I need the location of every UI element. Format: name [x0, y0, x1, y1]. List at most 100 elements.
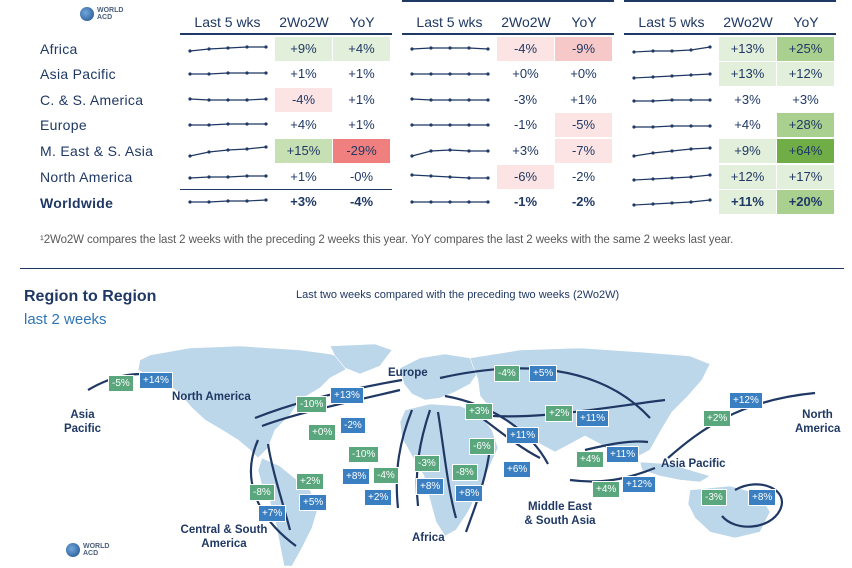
flow-badge-eu-ap-1: -4% [494, 365, 520, 382]
value-g3-yoy-row-4: +64% [777, 139, 834, 163]
flow-badge-ap-eu-2: +11% [576, 410, 610, 427]
arrow-ap-loop [721, 483, 783, 528]
value-g2-yoy-row-6: -2% [571, 194, 596, 209]
sparkline-g2-row-5 [410, 173, 490, 180]
sparkline-g1-row-5 [188, 174, 268, 180]
value-g1-yoy-row-0: +4% [333, 37, 390, 61]
map-label-middle-east: Middle East & South Asia [524, 501, 596, 527]
arrow-ap-me [569, 466, 656, 483]
value-g3-2wo2w-row-4: +9% [719, 139, 776, 163]
header-g1-2wo2w: 2Wo2W [279, 14, 329, 30]
value-g1-yoy-row-4: -29% [333, 139, 390, 163]
sparkline-g2-row-0 [410, 46, 490, 51]
land-indonesia [639, 461, 711, 483]
flow-badge-na-ap-out: -5% [108, 375, 134, 392]
value-g3-yoy-row-1: +12% [777, 62, 834, 86]
value-g2-yoy-row-2: +1% [570, 92, 597, 107]
value-g2-yoy-row-0: -9% [555, 37, 612, 61]
flow-badge-af-eu-2: +2% [364, 489, 393, 506]
flow-badge-ap-me-1: +4% [592, 481, 621, 498]
flow-badge-af-eu-1: -4% [373, 467, 399, 484]
row-label-north-america: North America [40, 169, 133, 185]
header-rule-2 [402, 33, 614, 35]
sparkline-g3-row-2 [632, 98, 712, 103]
flow-arrows [87, 367, 816, 547]
chart-subtitle: Last two weeks compared with the precedi… [296, 289, 620, 301]
world-acd-logo-bottom: WORLD ACD [66, 543, 109, 557]
value-g2-yoy-row-3: -5% [555, 113, 612, 137]
flow-badge-ap-na-2: +12% [729, 392, 763, 409]
flow-badge-ap-me-2: +12% [622, 476, 656, 493]
value-g1-2wo2w-row-1: +1% [290, 66, 317, 81]
row-label-africa: Africa [40, 41, 78, 57]
value-g3-yoy-row-3: +28% [777, 113, 834, 137]
value-g3-2wo2w-row-2: +3% [734, 92, 761, 107]
sparkline-g2-row-3 [410, 123, 490, 127]
value-g1-2wo2w-row-5: +1% [290, 169, 317, 184]
header-g3-yoy: YoY [793, 14, 819, 30]
row-label-m-east-s-asia: M. East & S. Asia [40, 143, 154, 159]
sparkline-g3-row-3 [632, 124, 712, 129]
flow-badge-eu-na-2: +13% [330, 387, 364, 404]
flow-badge-me-eu-1: -6% [469, 438, 495, 455]
header-g1-yoy: YoY [349, 14, 375, 30]
flow-badge-me-af-2: +8% [455, 485, 484, 502]
value-g2-yoy-row-5: -2% [571, 169, 596, 184]
value-g3-2wo2w-row-1: +13% [719, 62, 776, 86]
world-acd-logo: WORLD ACD [80, 7, 123, 21]
header-rule-3 [624, 33, 836, 35]
header-g2-2wo2w: 2Wo2W [501, 14, 551, 30]
flow-badge-me-eu-2: +6% [503, 461, 532, 478]
header-g3-last5: Last 5 wks [638, 14, 705, 30]
header-g2-last5: Last 5 wks [416, 14, 483, 30]
value-g3-yoy-row-2: +3% [792, 92, 819, 107]
section-subtitle: last 2 weeks [24, 311, 107, 328]
group-top-line-2 [402, 0, 614, 2]
section-separator [20, 268, 844, 269]
value-g2-2wo2w-row-3: -1% [513, 117, 538, 132]
map-label-asia-pacific: Asia Pacific [661, 458, 726, 470]
arrow-eu-af-2 [436, 411, 458, 519]
map-label-europe: Europe [388, 367, 428, 379]
value-g1-2wo2w-row-6: +3% [290, 194, 317, 209]
footnote: ¹2Wo2W compares the last 2 weeks with th… [40, 234, 734, 246]
flow-badge-me-ap-1: +4% [576, 451, 605, 468]
flow-badge-na-csa-2: +7% [258, 505, 287, 522]
flow-badge-csa-na-1: +2% [296, 473, 325, 490]
map-label-north-america: North America [172, 391, 251, 403]
flow-badge-csa-na-2: +5% [299, 494, 328, 511]
value-g3-yoy-row-6: +20% [777, 190, 834, 214]
arrow-na-eu-1 [254, 378, 403, 420]
flow-badge-me-ap-2: +11% [606, 446, 640, 463]
value-g2-2wo2w-row-5: -6% [497, 165, 554, 189]
flow-badge-na-ap-in: +14% [139, 372, 173, 389]
value-g2-2wo2w-row-4: +3% [512, 143, 539, 158]
header-g2-yoy: YoY [571, 14, 597, 30]
flow-badge-me-af-1: -8% [452, 464, 478, 481]
arrow-csa-na [266, 443, 292, 531]
value-g3-yoy-row-0: +25% [777, 37, 834, 61]
flow-badge-ap-ap-2: +8% [748, 489, 777, 506]
sparkline-g2-row-6 [410, 200, 490, 204]
sparkline-g1-row-0 [188, 45, 268, 53]
sparkline-g3-row-6 [632, 198, 712, 207]
value-g1-2wo2w-row-2: -4% [275, 88, 332, 112]
worldwide-divider [180, 189, 392, 190]
sparkline-g1-row-6 [188, 198, 268, 204]
value-g2-2wo2w-row-2: -3% [513, 92, 538, 107]
value-g1-yoy-row-1: +1% [348, 66, 375, 81]
flow-badge-na-eu-1: +0% [308, 424, 337, 441]
row-label-worldwide: Worldwide [40, 195, 114, 211]
arrow-me-ap [584, 440, 649, 452]
arrow-eu-me [444, 394, 549, 465]
sparkline-g3-row-4 [632, 146, 712, 158]
map-label-central-south-america: Central & South America [180, 524, 268, 550]
flow-badge-ap-na-1: +2% [703, 410, 732, 427]
flow-badge-eu-af-1: -10% [348, 446, 380, 463]
flow-badge-eu-af-3: -3% [414, 455, 440, 472]
header-rule-1 [180, 33, 392, 35]
sparkline-g2-row-4 [410, 148, 490, 158]
globe-icon [80, 7, 94, 21]
value-g1-yoy-row-2: +1% [348, 92, 375, 107]
flow-badge-eu-ap-2: +5% [529, 365, 558, 382]
